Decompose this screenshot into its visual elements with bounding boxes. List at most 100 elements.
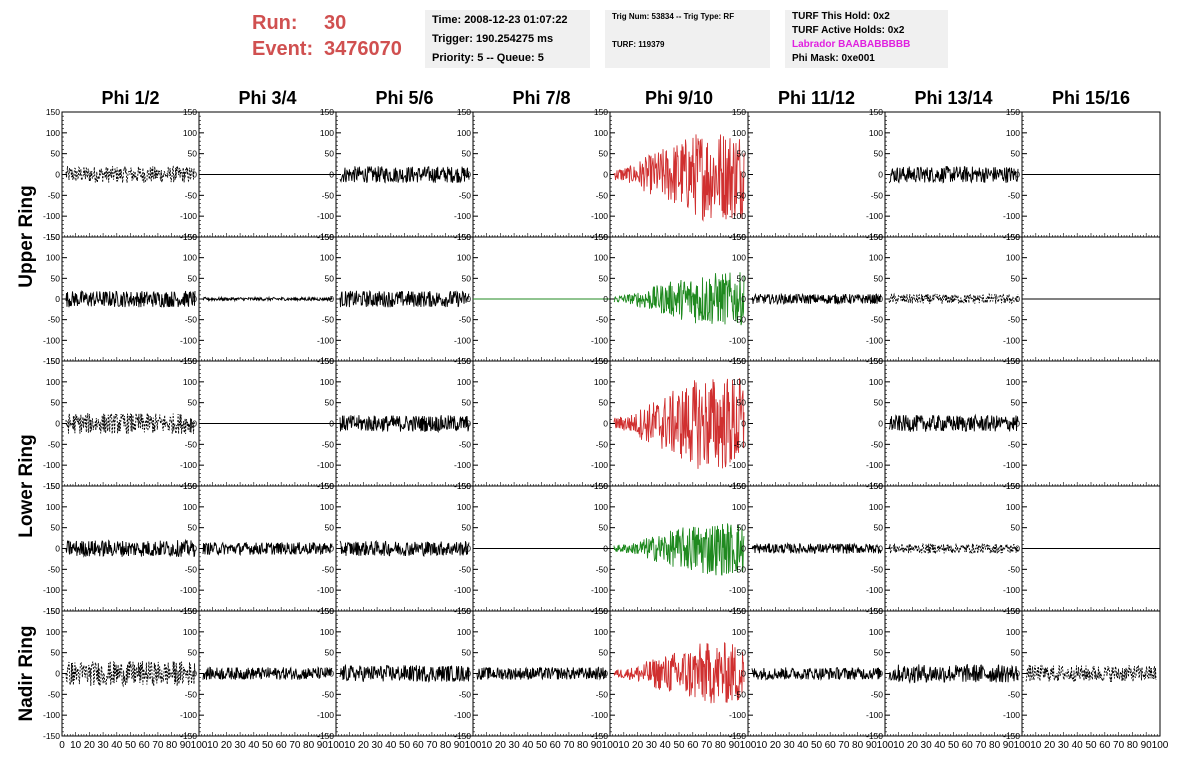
- x-tick-label: 20: [907, 740, 919, 751]
- y-tick-label: 100: [457, 253, 471, 263]
- y-tick-label: 150: [1006, 481, 1020, 491]
- y-tick-label: -50: [596, 190, 609, 200]
- y-tick-label: -50: [459, 564, 472, 574]
- y-tick-label: 100: [732, 377, 746, 387]
- y-tick-label: 100: [183, 627, 197, 637]
- x-tick-label: 90: [454, 740, 466, 751]
- y-tick-label: 150: [594, 481, 608, 491]
- y-tick-label: -50: [322, 689, 335, 699]
- y-tick-label: 50: [1011, 398, 1021, 408]
- y-tick-label: 0: [55, 170, 60, 180]
- y-tick-label: 0: [603, 419, 608, 429]
- x-tick-label: 30: [921, 740, 933, 751]
- y-tick-label: -50: [871, 439, 884, 449]
- y-tick-label: 100: [183, 502, 197, 512]
- y-tick-label: 150: [732, 481, 746, 491]
- y-tick-label: -50: [1008, 564, 1021, 574]
- y-tick-label: 0: [741, 419, 746, 429]
- y-tick-label: 50: [462, 149, 472, 159]
- y-tick-label: 100: [594, 128, 608, 138]
- waveform-trace: [751, 292, 882, 306]
- y-tick-label: 50: [462, 398, 472, 408]
- y-tick-label: -150: [1003, 731, 1020, 741]
- x-tick-label: 60: [687, 740, 699, 751]
- waveform-trace: [65, 290, 196, 308]
- waveform-trace: [613, 134, 745, 222]
- y-tick-label: 0: [192, 669, 197, 679]
- y-tick-label: 100: [869, 627, 883, 637]
- y-tick-label: 0: [192, 419, 197, 429]
- y-tick-label: 150: [183, 107, 197, 117]
- y-tick-label: 100: [46, 128, 60, 138]
- x-tick-label: 80: [577, 740, 589, 751]
- column-title: Phi 5/6: [375, 88, 433, 108]
- x-tick-label: 60: [962, 740, 974, 751]
- y-tick-label: 150: [320, 481, 334, 491]
- y-tick-label: 100: [1006, 502, 1020, 512]
- y-tick-label: -50: [459, 190, 472, 200]
- y-tick-label: -50: [322, 439, 335, 449]
- y-tick-label: -100: [591, 335, 608, 345]
- y-tick-label: 50: [51, 648, 61, 658]
- y-tick-label: -100: [180, 710, 197, 720]
- y-tick-label: -100: [454, 460, 471, 470]
- y-tick-label: 100: [457, 377, 471, 387]
- waveform-trace: [339, 540, 470, 558]
- y-tick-label: 0: [192, 544, 197, 554]
- waveform-trace: [202, 295, 333, 303]
- y-tick-label: -100: [1003, 335, 1020, 345]
- y-tick-label: -150: [317, 731, 334, 741]
- waveform-trace: [613, 523, 745, 576]
- y-tick-label: 50: [1011, 523, 1021, 533]
- x-tick-label: 90: [866, 740, 878, 751]
- y-tick-label: -50: [185, 190, 198, 200]
- x-tick-label: 80: [715, 740, 727, 751]
- y-tick-label: -150: [591, 731, 608, 741]
- y-tick-label: 50: [874, 523, 884, 533]
- y-tick-label: -100: [729, 211, 746, 221]
- y-tick-label: -50: [185, 564, 198, 574]
- waveform-trace: [65, 165, 196, 183]
- waveform-trace: [65, 413, 196, 436]
- y-tick-label: -100: [729, 335, 746, 345]
- y-tick-label: -150: [43, 606, 60, 616]
- y-tick-label: -100: [591, 460, 608, 470]
- y-tick-label: 50: [51, 523, 61, 533]
- x-tick-label: 70: [701, 740, 713, 751]
- x-tick-label: 50: [948, 740, 960, 751]
- y-tick-label: -50: [1008, 315, 1021, 325]
- waveform-trace: [339, 290, 470, 308]
- x-tick-label: 60: [1099, 740, 1111, 751]
- x-tick-label: 60: [139, 740, 151, 751]
- y-tick-label: -50: [596, 439, 609, 449]
- y-tick-label: 50: [1011, 648, 1021, 658]
- x-tick-label: 90: [729, 740, 741, 751]
- y-tick-label: -50: [48, 564, 61, 574]
- x-tick-label: 20: [1044, 740, 1056, 751]
- x-tick-label: 50: [811, 740, 823, 751]
- ring-label: Lower Ring: [16, 434, 37, 537]
- y-tick-label: 0: [878, 544, 883, 554]
- y-tick-label: 100: [183, 128, 197, 138]
- x-tick-label: 20: [495, 740, 507, 751]
- x-tick-label: 100: [328, 740, 345, 751]
- x-tick-label: 80: [1127, 740, 1139, 751]
- x-tick-label: 40: [1072, 740, 1084, 751]
- x-tick-label: 30: [646, 740, 658, 751]
- y-tick-label: -50: [596, 689, 609, 699]
- y-tick-label: 100: [457, 502, 471, 512]
- x-tick-label: 100: [602, 740, 619, 751]
- y-tick-label: 0: [55, 419, 60, 429]
- trig-num-panel: Trig Num: 53834 -- Trig Type: RF TURF: 1…: [605, 10, 770, 68]
- y-tick-label: 150: [457, 606, 471, 616]
- y-tick-label: 150: [457, 232, 471, 242]
- y-tick-label: 50: [874, 648, 884, 658]
- x-tick-label: 40: [111, 740, 123, 751]
- x-tick-label: 40: [660, 740, 672, 751]
- y-tick-label: 50: [462, 273, 472, 283]
- plot-frame: [747, 111, 886, 238]
- y-tick-label: 0: [55, 544, 60, 554]
- y-tick-label: 150: [1006, 606, 1020, 616]
- y-tick-label: 100: [320, 128, 334, 138]
- y-tick-label: -100: [43, 585, 60, 595]
